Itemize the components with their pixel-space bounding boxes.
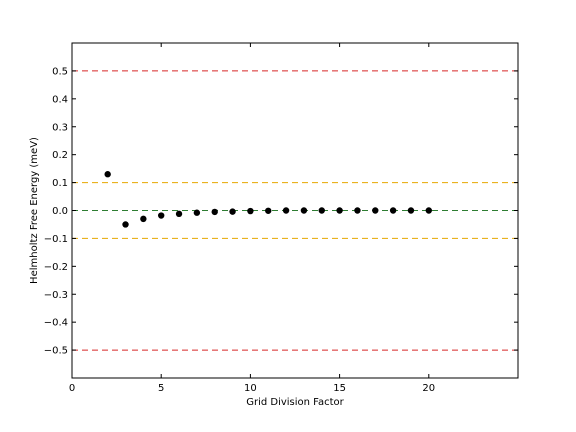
y-tick-label: −0.3: [44, 290, 68, 301]
y-tick-label: 0.3: [52, 122, 68, 133]
y-tick-label: 0.5: [52, 66, 68, 77]
data-point: [336, 207, 343, 214]
data-point: [265, 207, 272, 214]
data-point: [318, 207, 325, 214]
data-point: [104, 171, 111, 178]
x-tick-label: 10: [244, 383, 257, 394]
y-tick-label: 0.0: [52, 206, 68, 217]
data-point: [193, 209, 201, 216]
y-tick-label: −0.2: [44, 262, 68, 273]
data-point: [229, 208, 236, 215]
data-points: [104, 171, 432, 228]
x-axis-ticks: 0 5 10 15 20: [69, 43, 435, 394]
data-point: [122, 221, 129, 228]
x-tick-label: 20: [422, 383, 435, 394]
x-tick-label: 15: [333, 383, 346, 394]
data-point: [282, 207, 290, 214]
data-point: [175, 210, 183, 218]
y-tick-label: 0.4: [52, 94, 68, 105]
x-tick-label: 5: [158, 383, 164, 394]
data-point: [211, 208, 218, 216]
data-point: [300, 207, 308, 214]
y-axis-label: Helmholtz Free Energy (meV): [29, 137, 40, 284]
y-tick-label: −0.5: [44, 346, 68, 357]
data-point: [407, 207, 415, 214]
data-point: [389, 207, 397, 214]
data-point: [354, 207, 361, 214]
x-axis-label: Grid Division Factor: [246, 397, 344, 408]
x-tick-label: 0: [69, 383, 75, 394]
data-point: [425, 207, 432, 214]
y-axis-ticks: 0.5 0.4 0.3 0.2 0.1 0.0 −0.1 −0.2 −0.3 −0.4 −0.5: [44, 66, 518, 357]
y-tick-label: 0.1: [52, 178, 68, 189]
y-tick-label: 0.2: [52, 150, 68, 161]
y-tick-label: −0.4: [44, 318, 68, 329]
data-point: [247, 207, 254, 215]
data-point: [372, 207, 379, 214]
y-tick-label: −0.1: [44, 234, 68, 245]
data-point: [140, 215, 147, 223]
data-point: [158, 212, 165, 219]
reference-lines: [72, 70, 518, 351]
